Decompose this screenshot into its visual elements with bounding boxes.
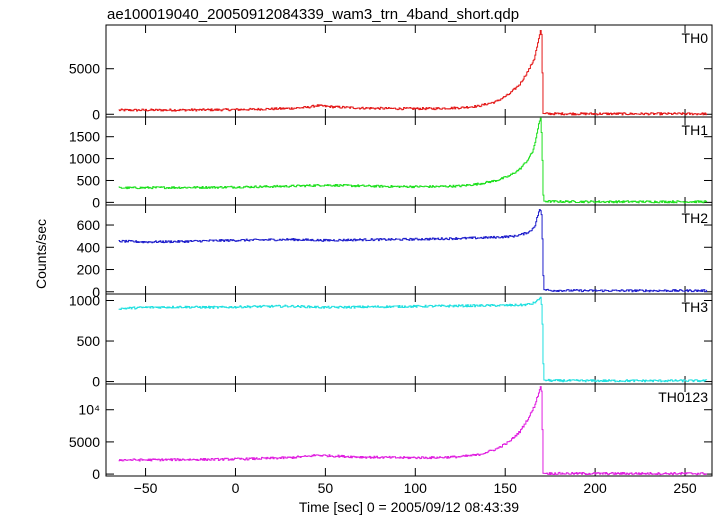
x-tick-label: 250: [673, 480, 697, 496]
series-line-th0123: [118, 386, 708, 476]
panel-label: TH0123: [658, 389, 708, 405]
x-tick-label: 100: [404, 480, 428, 496]
y-tick-label: 0: [92, 466, 100, 482]
panel-label: TH0: [682, 30, 709, 46]
panel-th2: 0 200 400 600 TH2: [77, 204, 713, 300]
y-tick-label: 0: [92, 194, 100, 210]
chart-title: ae100019040_20050912084339_wam3_trn_4ban…: [107, 6, 519, 23]
x-tick-label: 50: [318, 480, 334, 496]
x-tick-label: 150: [494, 480, 518, 496]
y-axis-label: Counts/sec: [33, 219, 49, 289]
series-line-th0: [118, 29, 708, 116]
panel-frame: [105, 293, 713, 385]
y-tick-label: 0: [92, 374, 100, 390]
panel-th0123: 0 5000 10⁴ TH0123: [69, 383, 713, 482]
x-tick-label: 200: [583, 480, 607, 496]
y-tick-label: 500: [77, 333, 101, 349]
panel-frame: [105, 204, 713, 295]
series-line-th3: [118, 296, 708, 383]
y-tick-label: 10⁴: [78, 402, 100, 418]
y-tick-label: 0: [92, 284, 100, 300]
y-tick-label: 1500: [69, 129, 100, 145]
y-tick-label: 5000: [69, 434, 100, 450]
panel-label: TH2: [682, 210, 709, 226]
panel-th1: 0 500 1000 1500 TH1: [69, 116, 713, 210]
y-tick-label: 200: [77, 262, 101, 278]
panel-label: TH1: [682, 122, 709, 138]
panel-frame: [105, 116, 713, 206]
y-tick-label: 5000: [69, 61, 100, 77]
y-tick-label: 400: [77, 239, 101, 255]
x-tick-label: −50: [134, 480, 158, 496]
panel-label: TH3: [682, 299, 709, 315]
y-tick-label: 1000: [69, 292, 100, 308]
series-line-th2: [118, 208, 708, 293]
panel-frame: [105, 383, 713, 477]
series-line-th1: [118, 117, 708, 204]
panel-frame: [105, 24, 713, 118]
x-tick-label: 0: [232, 480, 240, 496]
y-tick-label: 0: [92, 106, 100, 122]
y-tick-label: 600: [77, 217, 101, 233]
panel-th0: 0 5000 TH0: [69, 24, 713, 122]
panel-th3: 0 500 1000 TH3: [69, 292, 713, 390]
x-axis-label: Time [sec] 0 = 2005/09/12 08:43:39: [299, 499, 519, 515]
y-tick-label: 1000: [69, 151, 100, 167]
y-tick-label: 500: [77, 172, 101, 188]
